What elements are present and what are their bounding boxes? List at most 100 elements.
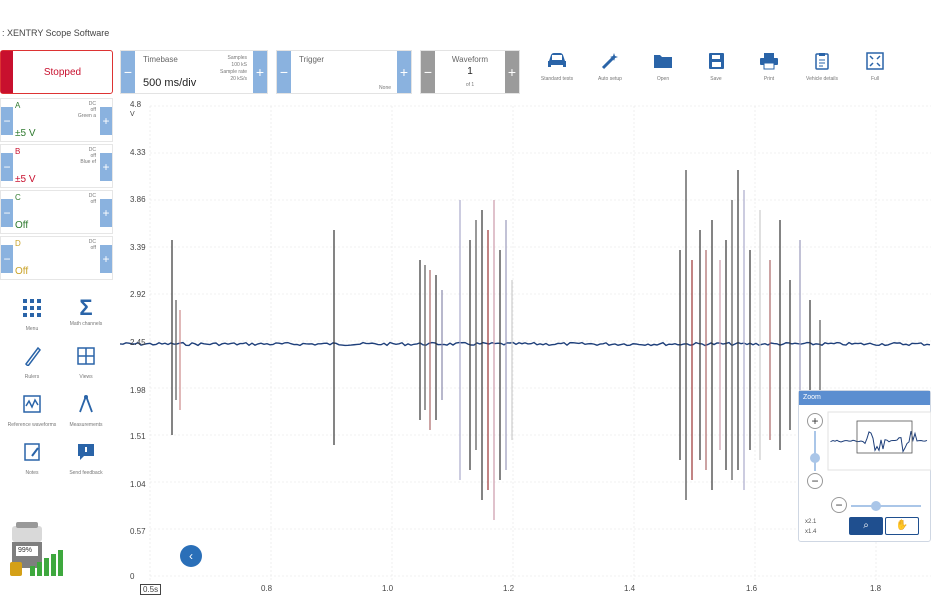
zoom-factor-y: x1.4: [805, 529, 817, 535]
channel-d-increase-button[interactable]: +: [100, 245, 112, 273]
y-axis-label: 2.92: [130, 290, 146, 299]
send-feedback-label: Send feedback: [69, 470, 103, 476]
menu-label: Menu: [25, 326, 39, 332]
channel-a-trace: [119, 341, 931, 347]
grid-icon: [23, 299, 41, 317]
channel-b-control[interactable]: − B DC off Blue ef ±5 V +: [0, 144, 113, 188]
reference-waveforms-button[interactable]: Reference waveforms: [4, 394, 60, 428]
timebase-control: − Timebase 500 ms/div Samples 100 kS Sam…: [120, 50, 268, 94]
fullscreen-icon: [866, 52, 884, 70]
channel-a-increase-button[interactable]: +: [100, 107, 112, 135]
channel-a-name: A: [15, 101, 21, 110]
channel-d-control[interactable]: − D DC off Off +: [0, 236, 113, 280]
channel-c-decrease-button[interactable]: −: [1, 199, 13, 227]
zoom-horizontal-slider-handle[interactable]: [871, 501, 881, 511]
y-axis-label-bottom: 0: [130, 572, 135, 581]
timebase-decrease-button[interactable]: −: [121, 51, 135, 93]
hand-icon: ✋: [895, 520, 909, 531]
zoom-in-button[interactable]: +: [807, 413, 823, 429]
y-axis-unit: V: [130, 111, 135, 118]
rulers-label: Rulers: [24, 374, 40, 380]
timebase-value: 500 ms/div: [143, 77, 197, 89]
timebase-rate-value: 20 kS/s: [230, 76, 247, 82]
zoom-panel: Zoom + − − x2.1 x1.4 ⌕ ✋: [798, 390, 931, 542]
rulers-button[interactable]: Rulers: [4, 346, 60, 380]
zoom-magnify-tool-button[interactable]: ⌕: [849, 517, 883, 535]
scroll-left-button[interactable]: ‹: [180, 545, 202, 567]
timebase-rate-label: Sample rate: [220, 69, 247, 75]
device-battery-icon: [10, 522, 63, 576]
send-feedback-button[interactable]: Send feedback: [58, 442, 114, 476]
channel-b-increase-button[interactable]: +: [100, 153, 112, 181]
waveform-number: 1: [467, 66, 473, 77]
channel-a-decrease-button[interactable]: −: [1, 107, 13, 135]
views-icon: [77, 347, 95, 365]
waveform-label: Waveform: [451, 55, 489, 64]
x-axis-label: 1.8: [870, 584, 882, 593]
run-stop-button[interactable]: Stopped: [0, 50, 113, 94]
zoom-horizontal-out-button[interactable]: −: [831, 497, 847, 513]
standard-tests-label: Standard tests: [540, 76, 574, 82]
channel-d-name: D: [15, 239, 21, 248]
channel-c-control[interactable]: − C DC off Off +: [0, 190, 113, 234]
feedback-icon: [78, 444, 94, 460]
status-stripe: [1, 51, 13, 93]
waveform-previous-button[interactable]: −: [421, 51, 435, 93]
math-channels-label: Math channels: [69, 321, 103, 327]
y-axis-label: 1.98: [130, 386, 146, 395]
zoom-out-button[interactable]: −: [807, 473, 823, 489]
zoom-vertical-slider-handle[interactable]: [810, 453, 820, 463]
zoom-pan-tool-button[interactable]: ✋: [885, 517, 919, 535]
clipboard-icon: [815, 53, 829, 70]
channel-c-range: Off: [15, 220, 29, 231]
battery-percent: 99%: [18, 547, 33, 554]
minus-icon: −: [835, 498, 843, 512]
x-axis-start-label[interactable]: 0.5s: [140, 584, 162, 595]
print-button[interactable]: Print: [746, 52, 792, 92]
math-channels-button[interactable]: Σ Math channels: [58, 295, 114, 328]
trigger-mode: None: [379, 85, 391, 91]
standard-tests-button[interactable]: Standard tests: [534, 52, 580, 92]
magnify-icon: ⌕: [863, 520, 869, 531]
x-axis-label: 1.4: [624, 584, 636, 593]
x-axis-label: 1.2: [503, 584, 515, 593]
trigger-increase-button[interactable]: +: [397, 51, 411, 93]
vehicle-details-label: Vehicle details: [806, 76, 838, 82]
notes-button[interactable]: Notes: [4, 442, 60, 476]
channel-a-control[interactable]: − A DC off Green a ±5 V +: [0, 98, 113, 142]
channel-d-decrease-button[interactable]: −: [1, 245, 13, 273]
zoom-overview[interactable]: [827, 411, 931, 471]
waveform-next-button[interactable]: +: [505, 51, 519, 93]
print-icon: [760, 53, 778, 70]
zoom-horizontal-slider-track[interactable]: [851, 505, 921, 507]
auto-setup-button[interactable]: Auto setup: [587, 52, 633, 92]
plus-icon: +: [811, 414, 819, 428]
zoom-vertical-slider-track[interactable]: [814, 431, 816, 471]
menu-button[interactable]: Menu: [4, 298, 60, 332]
measurements-button[interactable]: Measurements: [58, 394, 114, 428]
channel-c-increase-button[interactable]: +: [100, 199, 112, 227]
save-button[interactable]: Save: [693, 52, 739, 92]
measurements-label: Measurements: [69, 422, 103, 428]
print-label: Print: [763, 76, 775, 82]
y-axis-label: 3.39: [130, 243, 146, 252]
chevron-left-icon: ‹: [189, 549, 193, 563]
compass-icon: [79, 395, 93, 413]
reference-waveforms-label: Reference waveforms: [7, 422, 57, 428]
open-button[interactable]: Open: [640, 52, 686, 92]
timebase-increase-button[interactable]: +: [253, 51, 267, 93]
channel-b-decrease-button[interactable]: −: [1, 153, 13, 181]
y-axis-label-top: 4.8: [130, 100, 142, 109]
sigma-icon: Σ: [79, 295, 93, 320]
ruler-icon: [25, 346, 41, 368]
vehicle-details-button[interactable]: Vehicle details: [799, 52, 845, 92]
channel-b-info: DC off Blue ef: [80, 147, 96, 165]
save-icon: [709, 53, 724, 69]
views-button[interactable]: Views: [58, 346, 114, 380]
channel-c-info: DC off: [88, 193, 96, 205]
x-axis-label: 1.6: [746, 584, 758, 593]
trigger-decrease-button[interactable]: −: [277, 51, 291, 93]
save-label: Save: [710, 76, 722, 82]
y-axis-label: 3.86: [130, 195, 146, 204]
full-screen-button[interactable]: Full: [852, 52, 898, 92]
